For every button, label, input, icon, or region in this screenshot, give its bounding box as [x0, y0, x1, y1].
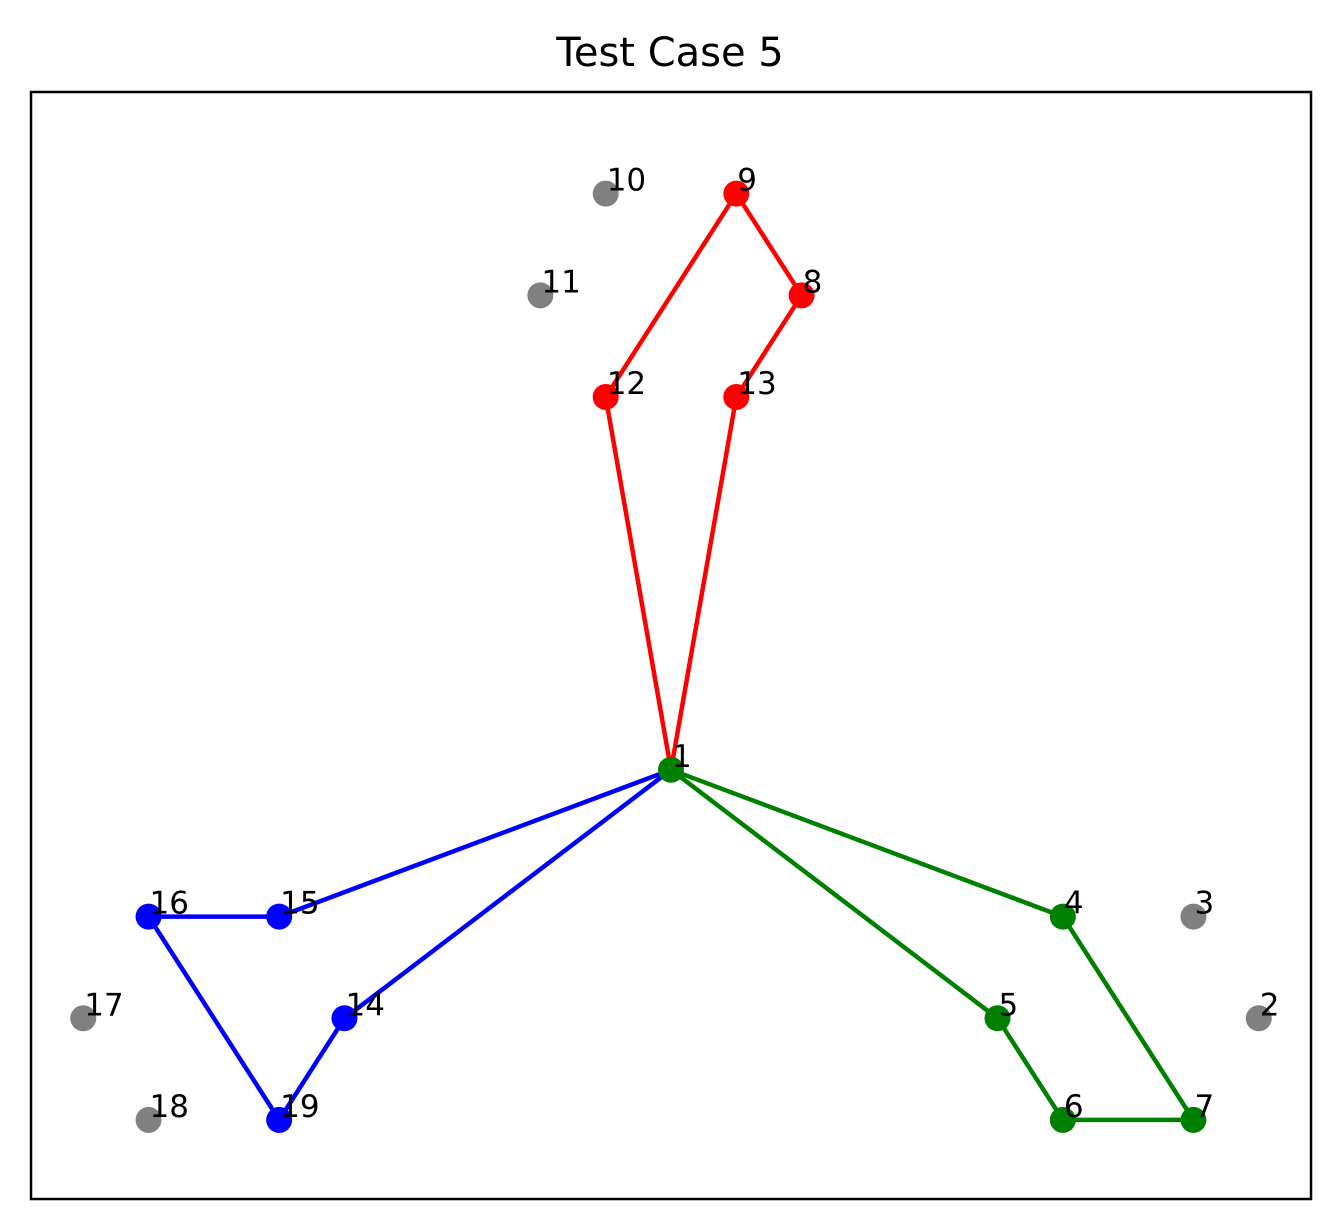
node-16 — [135, 903, 162, 930]
node-label-13: 13 — [737, 366, 776, 402]
node-13 — [723, 383, 750, 410]
node-5 — [984, 1005, 1011, 1032]
node-label-9: 9 — [737, 163, 757, 199]
route-blue — [146, 767, 673, 1123]
node-9 — [723, 180, 750, 207]
node-label-17: 17 — [84, 987, 123, 1023]
node-6 — [1049, 1106, 1076, 1133]
plot-frame — [29, 90, 1313, 1201]
node-label-18: 18 — [150, 1089, 189, 1125]
node-10 — [592, 180, 619, 207]
node-17 — [70, 1005, 97, 1032]
nodes-layer — [70, 180, 1272, 1133]
node-label-15: 15 — [280, 886, 319, 922]
node-14 — [331, 1005, 358, 1032]
node-label-19: 19 — [280, 1089, 319, 1125]
route-green — [669, 767, 1196, 1123]
node-label-1: 1 — [672, 739, 692, 775]
node-label-8: 8 — [803, 264, 823, 300]
node-label-7: 7 — [1194, 1089, 1214, 1125]
node-label-10: 10 — [607, 163, 646, 199]
node-label-2: 2 — [1260, 987, 1280, 1023]
node-1 — [658, 756, 684, 783]
node-7 — [1180, 1106, 1207, 1133]
node-label-4: 4 — [1064, 886, 1084, 922]
node-18 — [135, 1106, 162, 1133]
node-label-3: 3 — [1194, 886, 1214, 922]
node-label-12: 12 — [607, 366, 646, 402]
node-3 — [1180, 903, 1207, 930]
node-label-14: 14 — [345, 987, 384, 1023]
route-red — [603, 191, 804, 771]
node-label-11: 11 — [541, 264, 580, 300]
node-4 — [1049, 903, 1076, 930]
node-8 — [788, 282, 815, 309]
node-2 — [1245, 1005, 1272, 1032]
node-19 — [266, 1106, 293, 1133]
node-label-5: 5 — [999, 987, 1019, 1023]
node-15 — [266, 903, 293, 930]
chart-title: Test Case 5 — [555, 30, 784, 76]
node-label-16: 16 — [150, 886, 189, 922]
node-label-6: 6 — [1064, 1089, 1084, 1125]
node-11 — [527, 282, 554, 309]
node-12 — [592, 383, 619, 410]
routes-layer — [146, 191, 1196, 1123]
